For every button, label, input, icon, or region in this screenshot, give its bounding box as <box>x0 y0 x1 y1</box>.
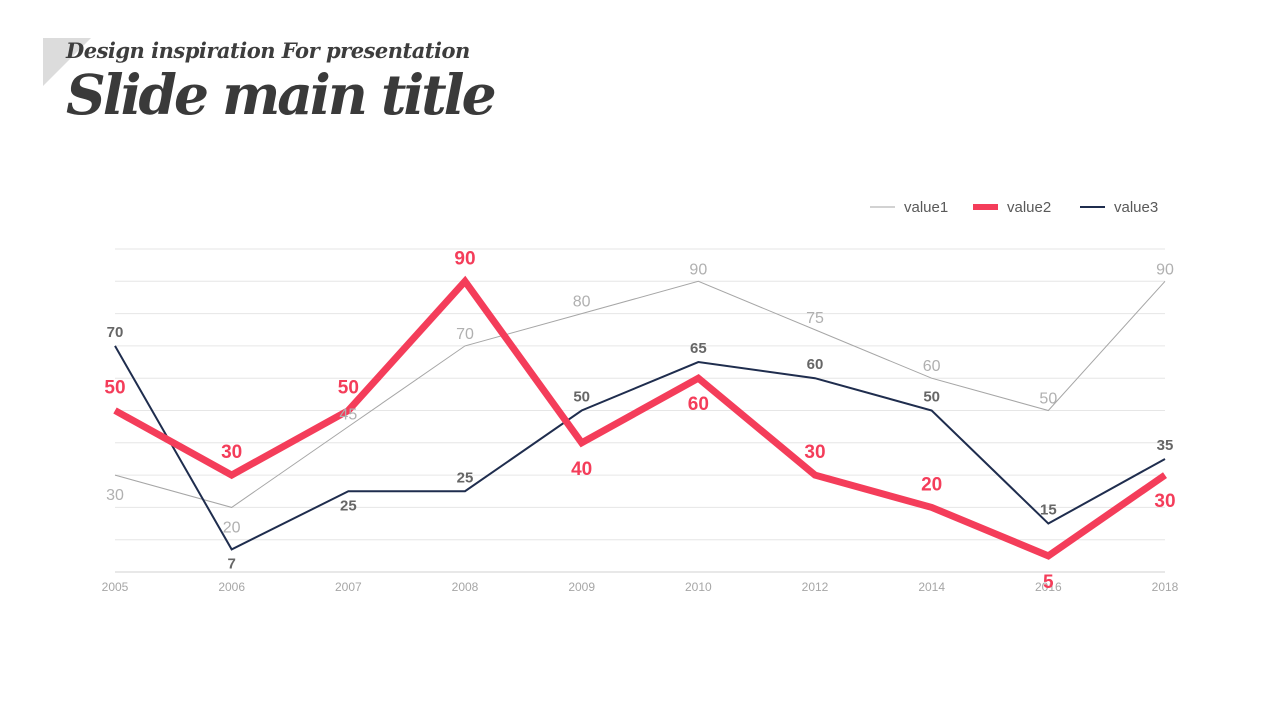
data-label-value3: 15 <box>1040 502 1057 519</box>
data-label-value2: 50 <box>104 378 125 399</box>
data-label-value1: 50 <box>1039 391 1057 408</box>
x-tick-label: 2010 <box>685 580 712 594</box>
data-label-value3: 25 <box>457 469 474 486</box>
legend-label-value1: value1 <box>904 199 948 216</box>
data-label-value2: 5 <box>1043 572 1054 593</box>
data-label-value1: 90 <box>1156 261 1174 278</box>
x-tick-label: 2012 <box>802 580 829 594</box>
corner-accent-shape <box>43 38 91 86</box>
data-label-value1: 20 <box>223 519 241 536</box>
data-label-value2: 50 <box>338 378 359 399</box>
chart-series-lines <box>113 275 1167 560</box>
data-label-value2: 90 <box>454 248 475 269</box>
data-label-value2: 40 <box>571 459 592 480</box>
data-label-value2: 20 <box>921 474 942 495</box>
data-label-value1: 60 <box>923 358 941 375</box>
x-tick-label: 2016 <box>1035 580 1062 594</box>
series-line-value1 <box>114 280 1166 508</box>
data-label-value2: 60 <box>688 394 709 415</box>
data-label-value2: 30 <box>804 442 825 463</box>
data-label-value3: 50 <box>923 389 940 406</box>
x-tick-label: 2005 <box>102 580 129 594</box>
chart-gridlines <box>115 248 1165 541</box>
data-label-value3: 70 <box>107 324 124 341</box>
data-label-value2: 30 <box>1154 491 1175 512</box>
slide-main-title: Slide main title <box>66 62 497 127</box>
data-label-value1: 45 <box>339 407 357 424</box>
slide-subtitle: Design inspiration For presentation <box>66 38 470 63</box>
data-label-value3: 7 <box>227 555 235 572</box>
legend-label-value2: value2 <box>1007 199 1051 216</box>
chart-data-labels: 30 20 45 70 80 90 75 60 50 90 50 30 50 90 40 60 30 20 5 30 7… <box>104 248 1175 593</box>
x-tick-label: 2008 <box>452 580 479 594</box>
legend-label-value3: value3 <box>1114 199 1158 216</box>
data-label-value3: 50 <box>573 389 590 406</box>
data-label-value3: 65 <box>690 340 707 357</box>
data-label-value1: 80 <box>573 294 591 311</box>
x-tick-label: 2014 <box>918 580 945 594</box>
chart-x-axis: 2005 2006 2007 2008 2009 2010 2012 2014 2016 2018 <box>102 571 1179 594</box>
series-line-value2 <box>113 275 1167 560</box>
data-label-value3: 35 <box>1157 437 1174 454</box>
data-label-value2: 30 <box>221 442 242 463</box>
data-label-value1: 70 <box>456 326 474 343</box>
x-tick-label: 2009 <box>568 580 595 594</box>
data-label-value1: 75 <box>806 310 824 327</box>
data-label-value3: 60 <box>807 356 824 373</box>
x-tick-label: 2018 <box>1152 580 1179 594</box>
x-tick-label: 2006 <box>218 580 245 594</box>
chart-legend: value1 value2 value3 <box>870 199 1158 216</box>
data-label-value1: 30 <box>106 487 124 504</box>
data-label-value1: 90 <box>689 261 707 278</box>
data-label-value3: 25 <box>340 497 357 514</box>
series-line-value3 <box>114 345 1166 551</box>
x-tick-label: 2007 <box>335 580 362 594</box>
